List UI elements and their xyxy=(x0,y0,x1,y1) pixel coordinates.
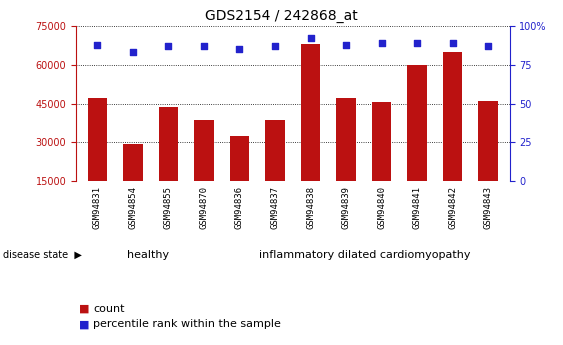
Point xyxy=(413,40,422,46)
Text: GSM94870: GSM94870 xyxy=(199,186,208,229)
Point xyxy=(342,42,351,47)
Text: GSM94838: GSM94838 xyxy=(306,186,315,229)
Text: GSM94839: GSM94839 xyxy=(342,186,351,229)
Point xyxy=(128,50,137,55)
Text: count: count xyxy=(93,304,124,314)
Text: healthy: healthy xyxy=(127,250,169,260)
Point xyxy=(377,40,386,46)
Point xyxy=(306,36,315,41)
Text: inflammatory dilated cardiomyopathy: inflammatory dilated cardiomyopathy xyxy=(260,250,471,260)
Bar xyxy=(159,107,178,220)
Text: GSM94840: GSM94840 xyxy=(377,186,386,229)
Text: GSM94836: GSM94836 xyxy=(235,186,244,229)
Bar xyxy=(88,98,107,220)
Text: GSM94842: GSM94842 xyxy=(448,186,457,229)
Bar xyxy=(230,136,249,220)
Bar xyxy=(301,44,320,220)
Bar xyxy=(408,65,427,220)
Bar xyxy=(123,144,142,220)
Bar xyxy=(265,120,285,220)
Text: ■: ■ xyxy=(79,319,90,329)
Text: GSM94831: GSM94831 xyxy=(93,186,102,229)
Text: GSM94841: GSM94841 xyxy=(413,186,422,229)
Point xyxy=(235,47,244,52)
Bar xyxy=(372,102,391,220)
Point xyxy=(484,43,493,49)
Text: GSM94854: GSM94854 xyxy=(128,186,137,229)
Point xyxy=(93,42,102,47)
Text: percentile rank within the sample: percentile rank within the sample xyxy=(93,319,281,329)
Point xyxy=(199,43,208,49)
Text: GSM94855: GSM94855 xyxy=(164,186,173,229)
Bar xyxy=(479,101,498,220)
Bar xyxy=(336,98,356,220)
Text: GDS2154 / 242868_at: GDS2154 / 242868_at xyxy=(205,9,358,23)
Text: GSM94843: GSM94843 xyxy=(484,186,493,229)
Text: disease state  ▶: disease state ▶ xyxy=(3,250,82,260)
Point xyxy=(448,40,457,46)
Point xyxy=(270,43,279,49)
Bar xyxy=(443,52,462,220)
Bar xyxy=(194,120,214,220)
Text: GSM94837: GSM94837 xyxy=(270,186,279,229)
Point xyxy=(164,43,173,49)
Text: ■: ■ xyxy=(79,304,90,314)
